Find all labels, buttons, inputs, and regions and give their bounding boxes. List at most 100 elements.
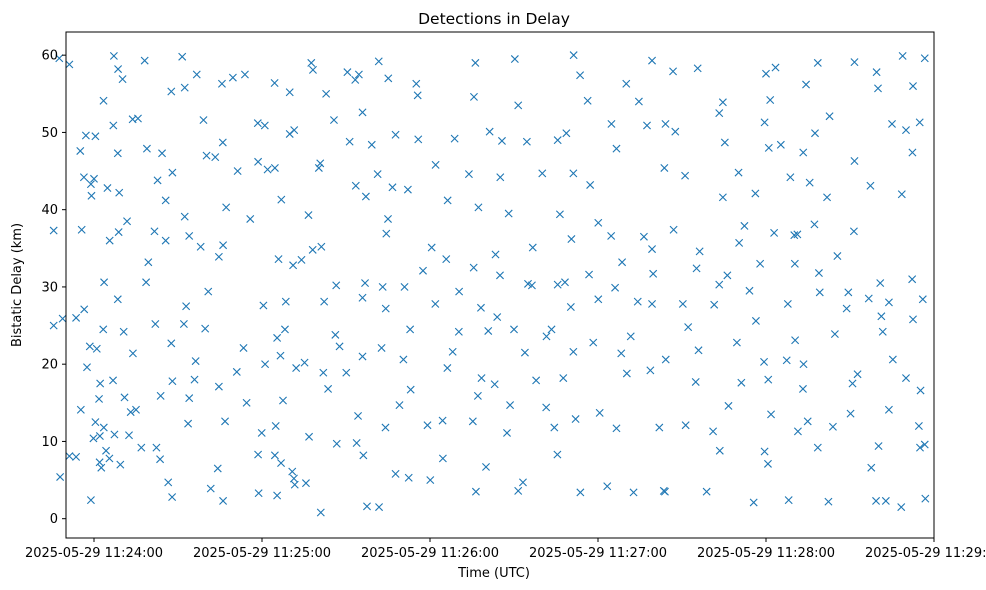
data-point [485,127,494,136]
data-point [566,303,575,312]
data-point [56,472,65,481]
data-point [359,451,368,460]
data-point [476,303,485,312]
data-point [373,170,382,179]
data-point [849,227,858,236]
data-point [375,503,384,512]
data-point [206,484,215,493]
data-point [218,138,227,147]
data-point [406,325,415,334]
data-point [153,176,162,185]
data-point [603,482,612,491]
data-point [86,496,95,505]
data-point [316,159,325,168]
data-point [909,82,917,91]
data-point [559,374,568,383]
y-tick-label: 40 [41,203,58,218]
data-point [884,405,893,414]
data-point [277,459,286,468]
data-point [902,374,910,383]
data-point [553,450,562,459]
data-point [764,375,773,384]
data-point [874,84,882,93]
data-point [426,476,435,485]
data-point [715,109,724,118]
data-point [884,298,893,307]
data-point [914,421,923,430]
data-point [718,98,727,107]
data-point [589,338,598,347]
data-point [506,401,515,410]
data-point [161,196,170,205]
data-point [202,151,211,160]
data-point [915,118,924,127]
data-point [524,279,532,288]
data-point [655,423,664,432]
data-point [55,54,64,63]
data-point [292,364,301,373]
x-tick-label: 2025-05-29 11:27:00 [529,546,667,561]
data-point [622,79,631,88]
x-axis: 2025-05-29 11:24:00 2025-05-29 11:25:00 20… [25,538,986,561]
data-point [629,488,638,497]
data-point [693,64,702,73]
data-point [454,327,463,336]
data-point [760,357,769,366]
data-point [196,242,205,251]
data-point [626,332,635,341]
data-point [431,299,440,308]
data-point [120,393,129,402]
data-point [633,297,642,306]
data-point [246,214,255,223]
data-point [254,450,263,459]
data-point [920,54,929,63]
data-point [178,52,187,61]
data-point [678,299,687,308]
data-point [214,252,223,261]
data-point [450,134,459,143]
data-point [144,258,153,267]
data-point [881,496,890,505]
data-point [567,235,576,244]
data-point [185,231,194,240]
data-point [790,259,799,268]
data-point [897,190,906,199]
data-point [99,423,108,432]
data-point [612,424,621,433]
data-point [114,228,123,237]
x-tick-label: 2025-05-29 11:29:00 [865,546,986,561]
data-point [510,325,518,334]
data-point [767,410,776,419]
data-point [844,288,853,297]
data-point [276,351,285,360]
data-point [553,136,562,145]
data-point [810,220,819,229]
plot-frame [65,31,935,539]
data-point [681,421,690,430]
data-point [151,320,160,329]
data-point [100,278,109,287]
data-point [842,304,851,313]
data-point [158,149,167,158]
data-point [643,121,651,130]
data-point [332,439,341,448]
data-point [791,336,800,345]
data-point [285,88,294,97]
data-point [128,349,137,358]
data-point [723,271,732,280]
data-point [877,312,886,321]
data-point [438,416,447,425]
data-point [65,60,74,69]
data-point [257,428,266,437]
data-point [354,411,363,420]
data-point [199,116,208,125]
data-point [87,191,96,200]
data-point [72,313,81,322]
data-point [412,79,421,88]
data-point [214,382,223,391]
data-point [848,379,857,388]
data-point [649,269,658,278]
data-point [95,458,104,467]
data-point [799,360,808,369]
